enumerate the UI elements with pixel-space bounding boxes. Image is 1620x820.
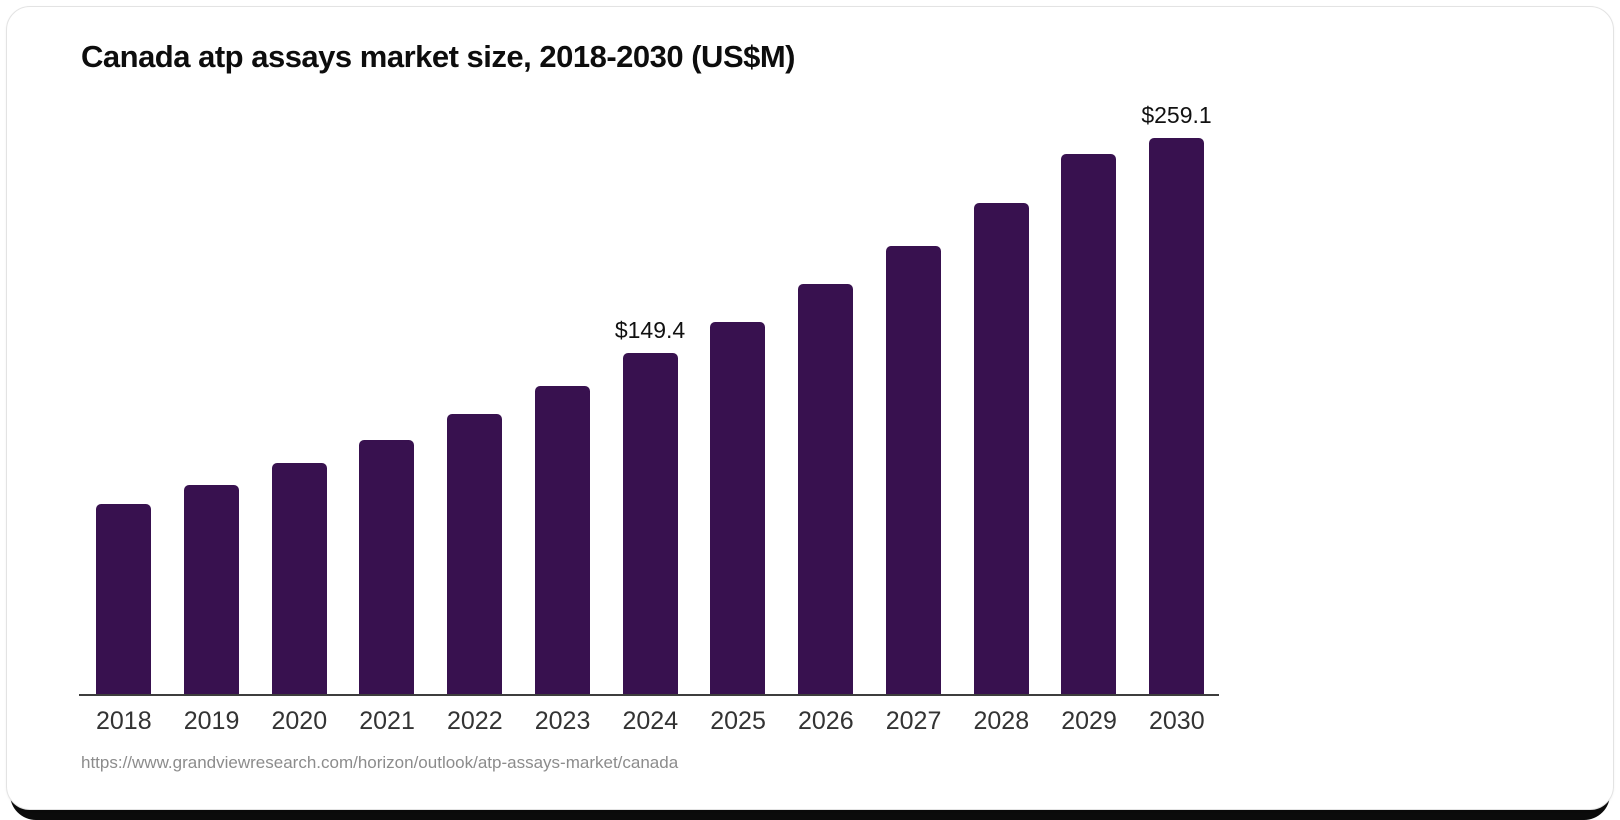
bar-2019 [183, 485, 239, 694]
bar-2022 [447, 414, 502, 694]
x-tick-2028: 2028 [973, 707, 1030, 735]
x-tick-2027: 2027 [885, 707, 942, 735]
bar-2027 [885, 246, 941, 694]
bar-value-label-2024: $149.4 [614, 317, 686, 343]
bar-group-2022 [447, 102, 502, 694]
x-tick-2023: 2023 [534, 707, 591, 735]
bar-2028 [973, 203, 1029, 694]
x-tick-2029: 2029 [1061, 707, 1117, 735]
x-tick-2021: 2021 [359, 707, 415, 735]
x-tick-2022: 2022 [447, 707, 503, 735]
bar-2030 [1149, 138, 1204, 694]
bar-2025 [710, 322, 766, 694]
bar-2029 [1061, 154, 1117, 694]
bar-group-2028 [973, 102, 1029, 694]
bar-2021 [359, 440, 415, 694]
x-tick-2026: 2026 [798, 707, 854, 735]
bar-2026 [798, 284, 853, 694]
source-url: https://www.grandviewresearch.com/horizo… [81, 753, 679, 772]
bar-group-2020 [271, 102, 327, 694]
bar-group-2025 [710, 102, 766, 694]
chart-card: Canada atp assays market size, 2018-2030… [6, 6, 1614, 810]
bar-2024 [622, 353, 678, 694]
bar-group-2029 [1061, 102, 1117, 694]
bar-group-2027 [885, 102, 941, 694]
bar-group-2024: $149.4 [615, 102, 685, 694]
x-axis-line [79, 694, 1219, 696]
bar-group-2026 [798, 102, 853, 694]
x-tick-2025: 2025 [710, 707, 766, 735]
x-tick-2024: 2024 [622, 707, 679, 735]
bar-2023 [534, 386, 590, 694]
bar-plot-area: $149.4 $259.1 [96, 102, 1212, 694]
x-tick-2020: 2020 [271, 707, 328, 735]
bar-value-label-2030: $259.1 [1141, 102, 1212, 128]
bar-2020 [271, 463, 327, 694]
bar-group-2018 [96, 102, 151, 694]
bar-group-2023 [534, 102, 590, 694]
bar-group-2021 [359, 102, 415, 694]
bar-group-2019 [183, 102, 239, 694]
bar-2018 [96, 504, 151, 694]
x-axis-labels: 2018 2019 2020 2021 2022 2023 2024 2025 2026 2027… [96, 707, 1205, 736]
chart-title: Canada atp assays market size, 2018-2030… [81, 39, 796, 74]
x-tick-2030: 2030 [1149, 707, 1205, 735]
x-tick-2018: 2018 [96, 707, 152, 735]
x-tick-2019: 2019 [183, 707, 240, 735]
bar-group-2030: $259.1 [1141, 102, 1212, 694]
